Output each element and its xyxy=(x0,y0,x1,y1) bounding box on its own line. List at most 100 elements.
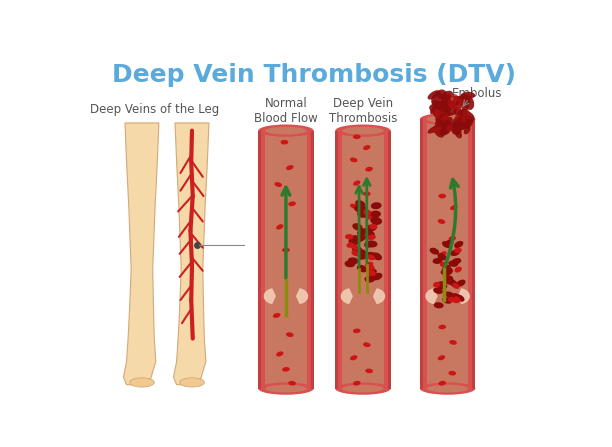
Ellipse shape xyxy=(444,266,453,273)
Ellipse shape xyxy=(442,297,452,304)
Ellipse shape xyxy=(449,340,457,345)
Ellipse shape xyxy=(353,135,360,139)
Text: Embolus: Embolus xyxy=(452,87,502,100)
Ellipse shape xyxy=(420,113,476,125)
Ellipse shape xyxy=(444,121,453,128)
Ellipse shape xyxy=(431,100,443,111)
Ellipse shape xyxy=(357,265,367,272)
Ellipse shape xyxy=(282,367,289,371)
Ellipse shape xyxy=(435,116,444,127)
Bar xyxy=(258,131,265,388)
Ellipse shape xyxy=(442,117,453,129)
Ellipse shape xyxy=(457,98,465,108)
Polygon shape xyxy=(426,289,437,304)
Bar xyxy=(420,119,423,388)
Ellipse shape xyxy=(438,283,447,289)
Ellipse shape xyxy=(452,117,463,126)
Ellipse shape xyxy=(453,296,460,302)
Ellipse shape xyxy=(353,180,360,186)
Ellipse shape xyxy=(450,205,458,210)
Ellipse shape xyxy=(463,95,474,110)
Ellipse shape xyxy=(449,236,456,241)
Ellipse shape xyxy=(441,104,453,113)
Ellipse shape xyxy=(463,110,470,117)
Ellipse shape xyxy=(363,145,370,150)
Ellipse shape xyxy=(438,355,445,360)
Ellipse shape xyxy=(433,125,444,138)
Ellipse shape xyxy=(434,101,445,111)
Ellipse shape xyxy=(449,371,456,375)
Bar xyxy=(258,131,261,388)
Ellipse shape xyxy=(438,381,446,386)
Ellipse shape xyxy=(369,224,378,229)
Ellipse shape xyxy=(430,248,439,255)
Ellipse shape xyxy=(420,383,476,395)
Ellipse shape xyxy=(368,270,376,276)
Ellipse shape xyxy=(370,217,381,224)
Ellipse shape xyxy=(363,191,371,196)
Ellipse shape xyxy=(446,110,457,116)
Ellipse shape xyxy=(276,224,283,230)
Ellipse shape xyxy=(365,252,376,259)
Polygon shape xyxy=(458,289,469,304)
Ellipse shape xyxy=(273,313,280,318)
Ellipse shape xyxy=(363,210,371,215)
Ellipse shape xyxy=(433,110,442,118)
Ellipse shape xyxy=(367,254,375,260)
Ellipse shape xyxy=(449,280,459,287)
Ellipse shape xyxy=(441,91,453,101)
Ellipse shape xyxy=(364,276,375,283)
Ellipse shape xyxy=(345,260,355,267)
Ellipse shape xyxy=(357,206,368,213)
Ellipse shape xyxy=(455,295,465,302)
Ellipse shape xyxy=(441,270,450,276)
Ellipse shape xyxy=(438,120,449,135)
Ellipse shape xyxy=(274,182,282,187)
Ellipse shape xyxy=(362,229,373,236)
Ellipse shape xyxy=(366,269,377,276)
Ellipse shape xyxy=(355,235,365,242)
Ellipse shape xyxy=(427,385,468,392)
Ellipse shape xyxy=(372,253,382,260)
Ellipse shape xyxy=(432,127,442,132)
Ellipse shape xyxy=(436,114,449,121)
Ellipse shape xyxy=(446,278,455,285)
Ellipse shape xyxy=(352,236,362,243)
Ellipse shape xyxy=(441,114,450,121)
Bar xyxy=(468,119,476,388)
Text: Deep Veins of the Leg: Deep Veins of the Leg xyxy=(91,102,220,116)
Ellipse shape xyxy=(449,101,456,108)
Ellipse shape xyxy=(431,91,442,105)
Ellipse shape xyxy=(446,125,460,131)
Ellipse shape xyxy=(364,240,375,248)
Ellipse shape xyxy=(350,203,357,209)
Bar xyxy=(342,131,384,388)
Ellipse shape xyxy=(443,269,452,276)
Ellipse shape xyxy=(456,280,466,287)
Ellipse shape xyxy=(457,109,468,118)
Ellipse shape xyxy=(130,378,154,387)
Ellipse shape xyxy=(433,258,442,264)
Ellipse shape xyxy=(450,249,460,256)
Ellipse shape xyxy=(433,282,441,287)
Ellipse shape xyxy=(350,355,357,360)
Text: Deep Vein Thrombosis (DTV): Deep Vein Thrombosis (DTV) xyxy=(111,63,516,87)
Ellipse shape xyxy=(434,109,441,117)
Ellipse shape xyxy=(452,96,463,106)
Ellipse shape xyxy=(440,262,447,267)
Ellipse shape xyxy=(452,123,460,133)
Ellipse shape xyxy=(351,235,361,242)
Ellipse shape xyxy=(280,140,288,144)
Ellipse shape xyxy=(452,94,458,100)
Ellipse shape xyxy=(438,194,446,198)
Ellipse shape xyxy=(371,202,382,209)
Ellipse shape xyxy=(455,103,463,111)
Ellipse shape xyxy=(454,128,462,139)
Bar xyxy=(310,131,313,388)
Ellipse shape xyxy=(367,270,375,276)
Polygon shape xyxy=(341,289,352,304)
Ellipse shape xyxy=(438,109,452,117)
Ellipse shape xyxy=(446,94,452,108)
Ellipse shape xyxy=(436,116,448,126)
Ellipse shape xyxy=(454,241,463,248)
